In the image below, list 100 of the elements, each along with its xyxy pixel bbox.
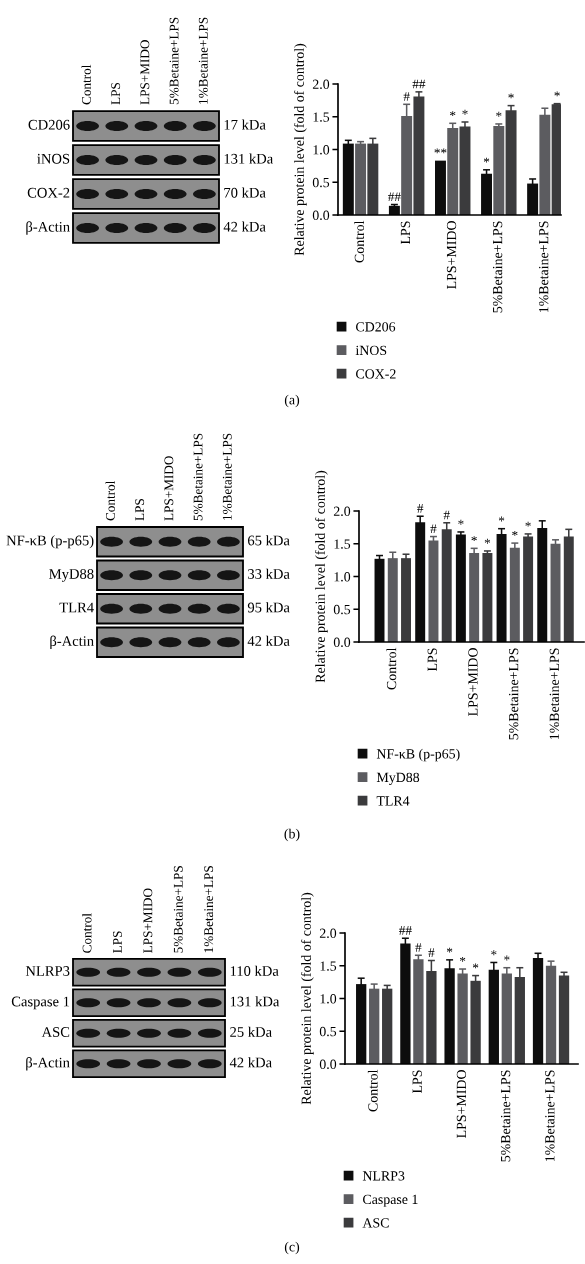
- data-label: #: [403, 92, 410, 101]
- category-label: 70 kDa: [224, 187, 266, 198]
- x-tick-label: LPS+MIDO: [446, 221, 457, 289]
- legend-label: ASC: [362, 1218, 389, 1228]
- x-tick-label: LPS: [400, 221, 411, 245]
- data-label: #: [415, 943, 422, 952]
- category-label: iNOS: [37, 153, 70, 164]
- category-label: LPS+MIDO: [140, 40, 150, 105]
- category-label: 65 kDa: [248, 535, 290, 546]
- legend-label: COX-2: [356, 369, 396, 379]
- category-label: 5%Betaine+LPS: [193, 433, 203, 521]
- data-label: *: [504, 955, 510, 961]
- category-label: CD206: [28, 119, 70, 130]
- data-label: *: [458, 519, 464, 525]
- category-label: LPS+MIDO: [143, 888, 153, 953]
- text: (a): [284, 394, 300, 408]
- legend-label: TLR4: [376, 796, 410, 806]
- legend-label: iNOS: [355, 345, 387, 356]
- x-tick-label: 5%Betaine+LPS: [508, 648, 519, 740]
- data-label: #: [417, 504, 424, 513]
- data-label: *: [471, 536, 477, 542]
- category-label: 1%Betaine+LPS: [222, 433, 232, 520]
- data-label: ##: [388, 192, 401, 202]
- category-label: 17 kDa: [224, 119, 266, 130]
- y-tick-label: 1.5: [320, 961, 337, 971]
- category-label: Control: [82, 913, 92, 953]
- y-tick-label: 2.0: [319, 928, 337, 939]
- category-label: NF-κB (p-p65): [6, 535, 94, 549]
- category-label: 95 kDa: [247, 602, 290, 613]
- category-label: Control: [81, 64, 91, 105]
- x-tick-label: 5%Betaine+LPS: [492, 221, 503, 313]
- x-tick-label: 1%Betaine+LPS: [549, 648, 560, 740]
- y-tick-label: 0.0: [312, 210, 330, 221]
- category-label: NLRP3: [25, 966, 70, 976]
- data-label: ##: [412, 79, 426, 89]
- data-label: *: [459, 956, 466, 962]
- data-label: *: [446, 947, 453, 953]
- x-tick-label: 1%Betaine+LPS: [538, 221, 549, 313]
- category-label: 5%Betaine+LPS: [173, 866, 183, 953]
- y-tick-label: 1.0: [313, 145, 330, 155]
- category-label: 5%Betaine+LPS: [169, 17, 179, 105]
- text: (b): [284, 828, 300, 842]
- data-label: #: [443, 510, 450, 520]
- y-tick-label: 0.0: [319, 1059, 337, 1070]
- x-tick-label: LPS: [412, 1070, 422, 1094]
- category-label: LPS: [113, 931, 122, 953]
- data-label: *: [525, 521, 531, 527]
- category-label: 1%Betaine+LPS: [204, 866, 214, 953]
- category-label: TLR4: [59, 602, 94, 613]
- data-label: *: [484, 538, 491, 544]
- y-tick-label: 0.5: [312, 177, 330, 188]
- category-label: 42 kDa: [223, 221, 266, 232]
- text: (c): [284, 1241, 300, 1255]
- category-label: Control: [105, 480, 115, 521]
- category-label: 42 kDa: [247, 635, 290, 646]
- data-label: *: [491, 950, 497, 956]
- data-label: #: [430, 524, 437, 534]
- data-label: *: [450, 111, 456, 116]
- x-tick-label: LPS+MIDO: [468, 648, 478, 716]
- category-label: LPS: [111, 83, 121, 105]
- data-label: *: [496, 111, 502, 117]
- data-label: *: [498, 516, 505, 522]
- data-label: *: [508, 93, 514, 99]
- y-tick-label: 1.0: [320, 994, 337, 1004]
- category-label: COX-2: [27, 187, 70, 198]
- y-tick-label: 0.5: [319, 1026, 337, 1037]
- category-label: Caspase 1: [11, 996, 70, 1010]
- y-tick-label: 1.0: [334, 572, 351, 582]
- category-label: β-Actin: [26, 221, 70, 235]
- y-tick-label: 1.5: [313, 112, 330, 122]
- category-label: LPS: [135, 499, 145, 521]
- y-tick-label: 0.5: [333, 604, 351, 615]
- legend-label: NF-κB (p-p65): [376, 748, 460, 762]
- category-label: 25 kDa: [230, 1026, 272, 1037]
- y-axis-title: Relative protein level (fold of control): [315, 470, 328, 683]
- x-tick-label: Control: [367, 1069, 378, 1112]
- y-tick-label: 0.0: [333, 637, 351, 648]
- category-label: 33 kDa: [248, 568, 290, 579]
- category-label: 1%Betaine+LPS: [198, 17, 208, 104]
- y-tick-label: 2.0: [333, 506, 351, 517]
- data-label: **: [434, 148, 447, 154]
- x-tick-label: Control: [386, 647, 397, 690]
- legend-label: NLRP3: [362, 1171, 405, 1181]
- legend-label: CD206: [356, 322, 396, 332]
- category-label: β-Actin: [50, 635, 94, 649]
- data-label: #: [428, 948, 435, 958]
- category-label: β-Actin: [26, 1057, 70, 1071]
- x-tick-label: LPS: [427, 648, 437, 672]
- category-label: 131 kDa: [230, 996, 280, 1007]
- y-axis-title: Relative protein level (fold of control): [294, 43, 307, 256]
- x-tick-label: 5%Betaine+LPS: [500, 1070, 511, 1162]
- y-axis-title: Relative protein level (fold of control): [301, 892, 314, 1105]
- x-tick-label: Control: [354, 220, 365, 263]
- y-tick-label: 1.5: [334, 539, 351, 549]
- x-tick-label: 1%Betaine+LPS: [545, 1070, 555, 1162]
- data-label: *: [462, 109, 468, 115]
- data-label: *: [472, 963, 479, 969]
- category-label: MyD88: [49, 569, 94, 582]
- data-label: ##: [399, 926, 412, 935]
- y-tick-label: 2.0: [312, 79, 330, 90]
